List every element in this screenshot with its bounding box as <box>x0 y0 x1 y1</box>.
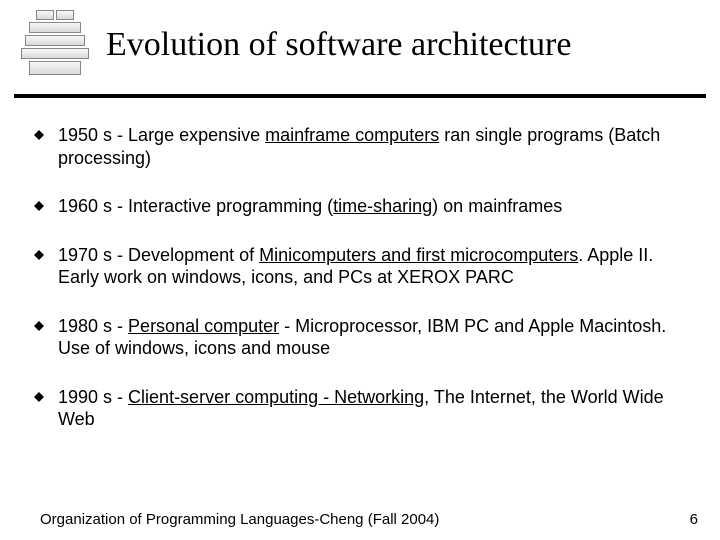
bullet-1990s: 1990 s - Client-server computing - Netwo… <box>34 386 686 431</box>
diamond-bullet-icon <box>34 250 44 260</box>
diamond-bullet-icon <box>34 321 44 331</box>
bullet-text: 1990 s - Client-server computing - Netwo… <box>58 386 686 431</box>
bullet-1970s: 1970 s - Development of Minicomputers an… <box>34 244 686 289</box>
diamond-bullet-icon <box>34 392 44 402</box>
bullet-1980s: 1980 s - Personal computer - Microproces… <box>34 315 686 360</box>
bullet-text: 1970 s - Development of Minicomputers an… <box>58 244 686 289</box>
pyramid-icon <box>14 10 96 88</box>
slide: Evolution of software architecture 1950 … <box>0 0 720 540</box>
diamond-bullet-icon <box>34 201 44 211</box>
bullet-text: 1980 s - Personal computer - Microproces… <box>58 315 686 360</box>
bullet-1960s: 1960 s - Interactive programming (time-s… <box>34 195 686 218</box>
slide-title: Evolution of software architecture <box>106 10 571 63</box>
bullet-1950s: 1950 s - Large expensive mainframe compu… <box>34 124 686 169</box>
slide-header: Evolution of software architecture <box>0 0 720 88</box>
page-number: 6 <box>690 511 698 528</box>
slide-content: 1950 s - Large expensive mainframe compu… <box>0 98 720 431</box>
bullet-text: 1960 s - Interactive programming (time-s… <box>58 195 562 218</box>
slide-footer: Organization of Programming Languages-Ch… <box>40 511 439 528</box>
bullet-text: 1950 s - Large expensive mainframe compu… <box>58 124 686 169</box>
diamond-bullet-icon <box>34 130 44 140</box>
